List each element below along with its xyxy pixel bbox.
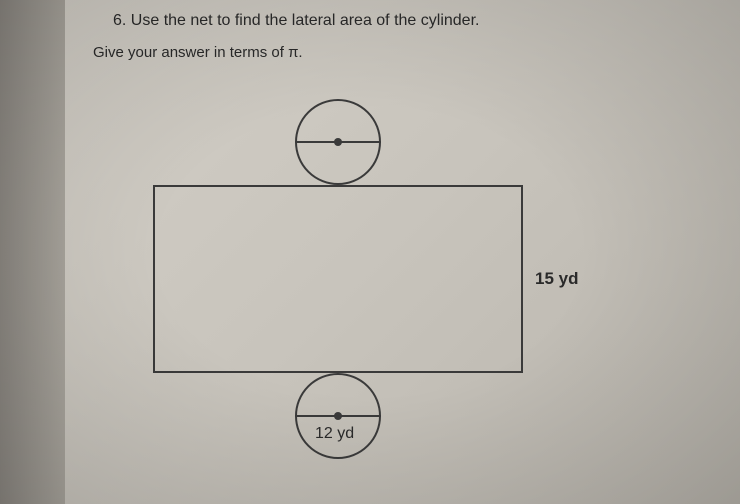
question-instruction: Give your answer in terms of π. — [85, 44, 720, 61]
content-area: 6. Use the net to find the lateral area … — [65, 0, 740, 504]
diameter-label: 12 yd — [315, 425, 354, 443]
question-prompt-text: Use the net to find the lateral area of … — [131, 12, 480, 29]
question-number: 6. — [113, 12, 126, 29]
top-center-dot — [334, 138, 342, 146]
lateral-rectangle — [153, 185, 523, 373]
question-prompt: 6. Use the net to find the lateral area … — [85, 12, 720, 30]
height-label: 15 yd — [535, 269, 578, 289]
bottom-center-dot — [334, 412, 342, 420]
cylinder-net-diagram: 15 yd 12 yd — [125, 91, 625, 471]
page-left-margin — [0, 0, 65, 504]
